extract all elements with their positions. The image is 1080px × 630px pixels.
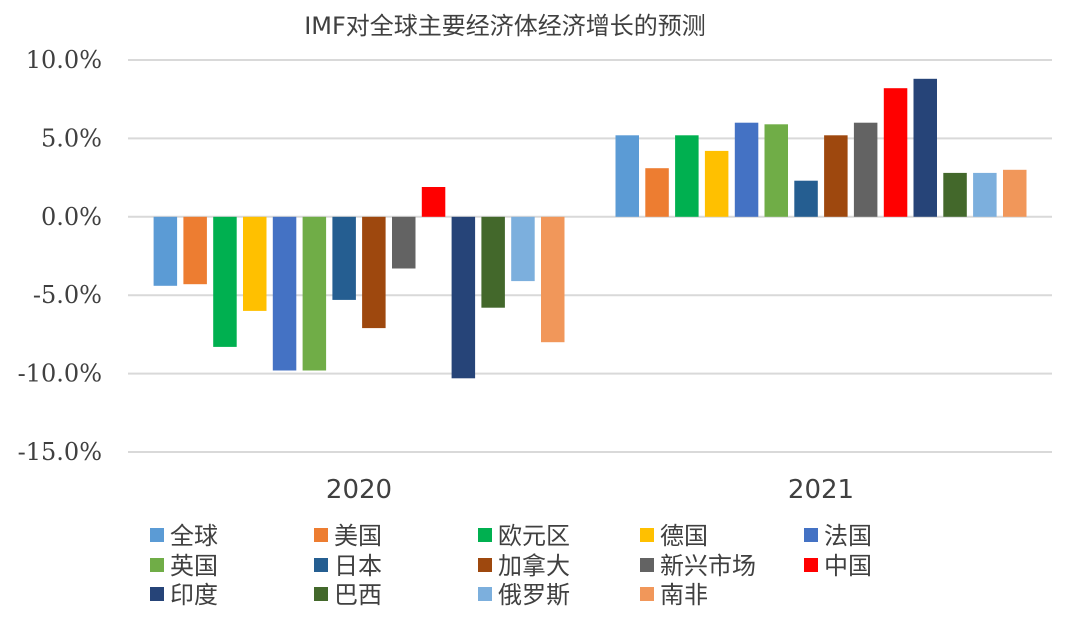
legend-label: 法国 — [824, 522, 872, 550]
legend-label: 巴西 — [334, 581, 382, 609]
bar — [183, 216, 207, 285]
legend-item: 南非 — [640, 581, 708, 609]
legend-item: 英国 — [150, 552, 218, 580]
legend-swatch — [314, 587, 328, 601]
bar — [243, 216, 267, 311]
legend-swatch — [640, 558, 654, 572]
bar — [973, 172, 997, 217]
legend-swatch — [640, 528, 654, 542]
legend-swatch — [314, 558, 328, 572]
bar — [913, 78, 937, 217]
legend-item: 全球 — [150, 522, 218, 550]
legend-label: 新兴市场 — [660, 552, 756, 580]
legend-item: 法国 — [804, 522, 872, 550]
legend-item: 日本 — [314, 552, 382, 580]
x-tick-label: 2021 — [788, 475, 854, 505]
y-axis-ticks: 10.0% 5.0% 0.0% -5.0% -10.0% -15.0% — [18, 46, 102, 466]
bar — [451, 216, 476, 379]
legend-swatch — [314, 528, 328, 542]
legend-label: 俄罗斯 — [498, 581, 570, 609]
legend-swatch — [150, 558, 164, 572]
bar — [675, 135, 699, 217]
legend-swatch — [150, 587, 164, 601]
y-tick-label: 5.0% — [41, 124, 102, 152]
legend-label: 南非 — [660, 581, 708, 609]
bar — [645, 168, 669, 217]
legend-item: 欧元区 — [478, 522, 570, 550]
y-tick-label: 0.0% — [41, 203, 102, 231]
legend-item: 新兴市场 — [640, 552, 756, 580]
legend-swatch — [478, 528, 492, 542]
bar — [541, 216, 565, 343]
y-tick-label: -5.0% — [33, 281, 102, 309]
y-tick-label: -10.0% — [18, 360, 102, 388]
legend-item: 中国 — [804, 552, 872, 580]
bar — [734, 122, 759, 217]
legend-swatch — [804, 528, 818, 542]
bar — [421, 187, 446, 217]
bar — [392, 216, 416, 269]
legend-item: 俄罗斯 — [478, 581, 570, 609]
bar — [615, 135, 639, 217]
bar — [362, 216, 386, 329]
bar — [302, 216, 327, 371]
x-tick-label: 2020 — [326, 475, 392, 505]
bar — [794, 180, 818, 217]
legend-label: 德国 — [660, 522, 708, 550]
legend-item: 加拿大 — [478, 552, 570, 580]
bar — [272, 216, 297, 371]
legend-label: 欧元区 — [498, 522, 570, 550]
legend-swatch — [804, 558, 818, 572]
legend-swatch — [478, 587, 492, 601]
bar — [943, 172, 967, 217]
bar — [511, 216, 535, 282]
y-tick-label: 10.0% — [26, 46, 102, 74]
legend-swatch — [150, 528, 164, 542]
x-axis-ticks: 2020 2021 — [326, 475, 854, 505]
legend-item: 德国 — [640, 522, 708, 550]
bar — [213, 216, 237, 347]
legend-label: 英国 — [170, 552, 218, 580]
bar — [764, 124, 788, 217]
legend-label: 加拿大 — [498, 552, 570, 580]
bars — [153, 78, 1027, 379]
bar — [153, 216, 178, 286]
bar — [1003, 169, 1027, 217]
chart-title: IMF对全球主要经济体经济增长的预测 — [304, 12, 706, 40]
legend-item: 巴西 — [314, 581, 382, 609]
bar — [853, 122, 878, 217]
legend-item: 印度 — [150, 581, 218, 609]
legend-label: 中国 — [824, 552, 872, 580]
legend-label: 日本 — [334, 552, 382, 580]
bar — [883, 88, 908, 217]
legend-label: 印度 — [170, 581, 218, 609]
legend-label: 美国 — [334, 522, 382, 550]
bar — [481, 216, 505, 308]
legend-swatch — [640, 587, 654, 601]
legend-label: 全球 — [170, 522, 218, 550]
legend-swatch — [478, 558, 492, 572]
bar — [824, 135, 848, 217]
y-tick-label: -15.0% — [18, 438, 102, 466]
gridlines — [128, 59, 1052, 453]
bar — [332, 216, 356, 300]
bar — [704, 150, 729, 217]
legend-item: 美国 — [314, 522, 382, 550]
